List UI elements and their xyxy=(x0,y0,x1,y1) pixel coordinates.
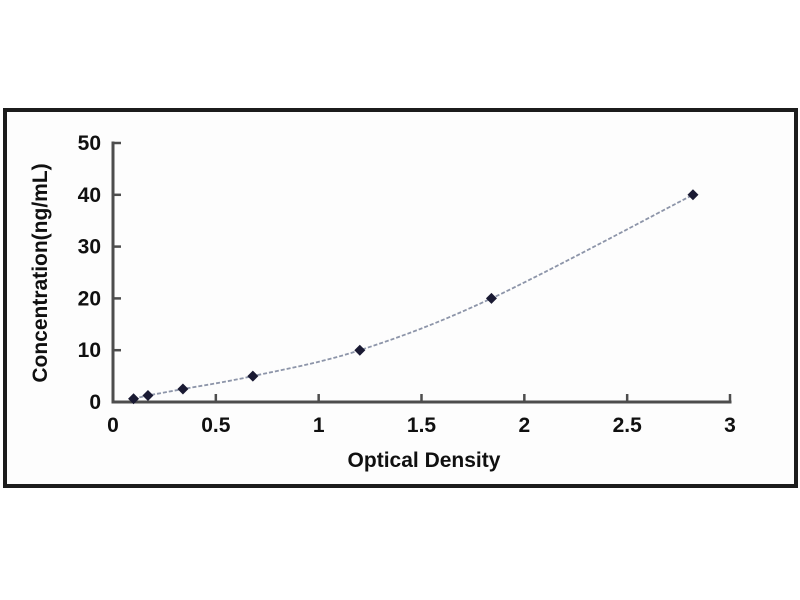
x-tick-label: 2.5 xyxy=(613,414,643,437)
x-tick-label: 3 xyxy=(724,414,736,437)
x-tick-label: 1.5 xyxy=(407,414,437,437)
plot-area: 0 10 20 30 40 50 0 0.5 1 1.5 2 2.5 3 xyxy=(78,132,736,437)
y-axis-title: Concentration(ng/mL) xyxy=(29,163,52,382)
x-tick-label: 0.5 xyxy=(201,414,231,437)
figure-border xyxy=(3,108,798,488)
data-point-marker xyxy=(128,393,140,405)
y-tick-label: 50 xyxy=(78,132,101,155)
x-axis-title: Optical Density xyxy=(348,449,501,472)
data-point-marker xyxy=(354,344,366,356)
y-tick-label: 30 xyxy=(78,236,101,259)
data-point-marker xyxy=(247,370,259,382)
x-tick-label: 1 xyxy=(313,414,325,437)
y-tick-label: 0 xyxy=(89,391,101,414)
x-tick-label: 0 xyxy=(107,414,119,437)
data-point-marker xyxy=(687,189,699,201)
x-tick-label: 2 xyxy=(518,414,530,437)
series-line xyxy=(133,193,694,400)
y-tick-label: 20 xyxy=(78,287,101,310)
data-point-marker xyxy=(142,390,154,402)
data-point-marker xyxy=(177,383,189,395)
y-tick-label: 10 xyxy=(78,339,101,362)
y-tick-label: 40 xyxy=(78,184,101,207)
data-point-marker xyxy=(485,292,497,304)
